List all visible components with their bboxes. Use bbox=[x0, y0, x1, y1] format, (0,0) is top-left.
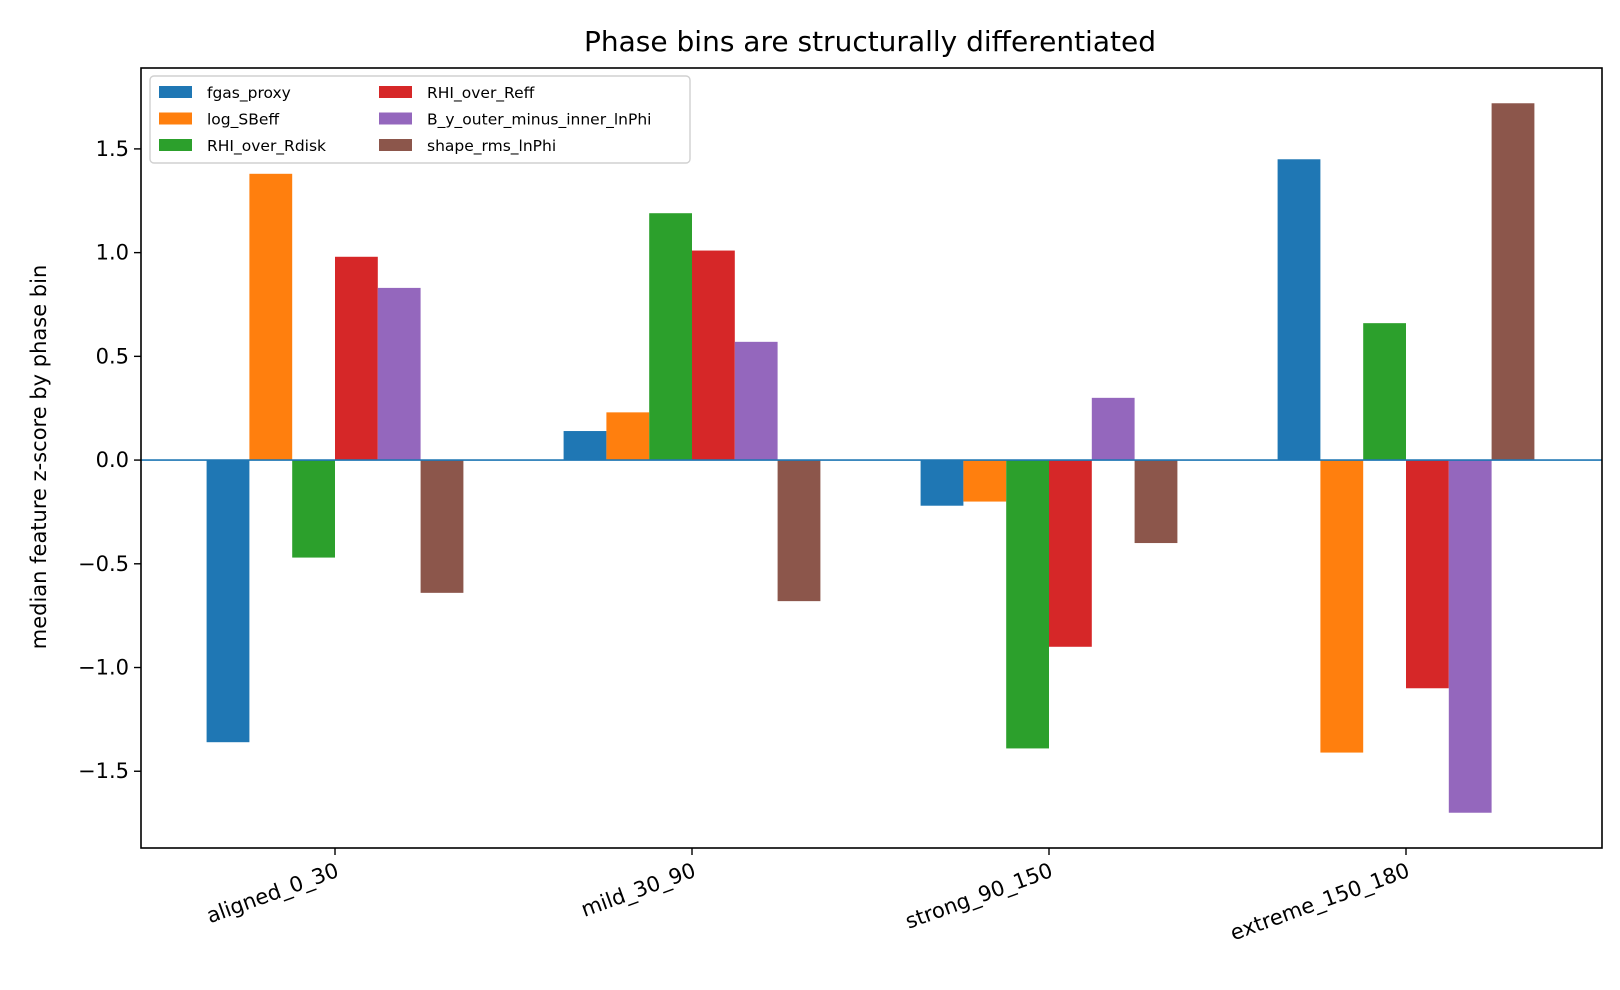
y-tick-label: −1.0 bbox=[78, 656, 129, 680]
legend-label-B_y_outer_minus_inner_lnPhi: B_y_outer_minus_inner_lnPhi bbox=[427, 111, 651, 130]
y-tick-label: −1.5 bbox=[78, 759, 129, 783]
bar-shape_rms_lnPhi-mild_30_90 bbox=[777, 460, 821, 602]
bar-shape_rms_lnPhi-extreme_150_180 bbox=[1491, 103, 1535, 461]
legend-swatch-RHI_over_Rdisk bbox=[159, 139, 192, 151]
y-tick-label: 0.5 bbox=[96, 344, 129, 368]
legend-label-RHI_over_Reff: RHI_over_Reff bbox=[427, 84, 535, 103]
y-tick-label: 0.0 bbox=[96, 448, 129, 472]
bar-B_y_outer_minus_inner_lnPhi-extreme_150_180 bbox=[1448, 460, 1492, 813]
legend-swatch-RHI_over_Reff bbox=[379, 86, 412, 98]
bar-B_y_outer_minus_inner_lnPhi-aligned_0_30 bbox=[377, 287, 421, 461]
bar-fgas_proxy-strong_90_150 bbox=[920, 460, 964, 506]
bar-shape_rms_lnPhi-aligned_0_30 bbox=[420, 460, 464, 593]
bar-RHI_over_Rdisk-strong_90_150 bbox=[1006, 460, 1049, 749]
bar-log_SBeff-mild_30_90 bbox=[606, 412, 650, 461]
bars-layer bbox=[206, 103, 1535, 813]
bar-fgas_proxy-extreme_150_180 bbox=[1277, 159, 1321, 461]
legend-label-log_SBeff: log_SBeff bbox=[207, 111, 279, 130]
legend-label-shape_rms_lnPhi: shape_rms_lnPhi bbox=[427, 137, 556, 156]
y-tick-label: −0.5 bbox=[78, 552, 129, 576]
bar-B_y_outer_minus_inner_lnPhi-mild_30_90 bbox=[734, 341, 778, 461]
x-tick-label: mild_30_90 bbox=[578, 858, 699, 923]
bar-RHI_over_Reff-aligned_0_30 bbox=[335, 256, 378, 461]
legend-label-fgas_proxy: fgas_proxy bbox=[207, 84, 291, 103]
bar-log_SBeff-extreme_150_180 bbox=[1320, 460, 1364, 753]
bar-RHI_over_Reff-mild_30_90 bbox=[692, 250, 735, 461]
bar-fgas_proxy-aligned_0_30 bbox=[206, 460, 250, 743]
bar-shape_rms_lnPhi-strong_90_150 bbox=[1134, 460, 1178, 544]
chart-title: Phase bins are structurally differentiat… bbox=[584, 25, 1156, 58]
x-tick-label: extreme_150_180 bbox=[1227, 858, 1413, 946]
bar-RHI_over_Reff-extreme_150_180 bbox=[1406, 460, 1449, 689]
bar-log_SBeff-strong_90_150 bbox=[963, 460, 1007, 502]
legend-swatch-shape_rms_lnPhi bbox=[379, 139, 412, 151]
bar-RHI_over_Reff-strong_90_150 bbox=[1049, 460, 1092, 647]
bar-B_y_outer_minus_inner_lnPhi-strong_90_150 bbox=[1091, 397, 1135, 461]
legend-swatch-log_SBeff bbox=[159, 112, 192, 125]
y-axis-label: median feature z-score by phase bin bbox=[27, 265, 51, 650]
bar-RHI_over_Rdisk-aligned_0_30 bbox=[292, 460, 335, 558]
y-tick-label: 1.0 bbox=[96, 241, 129, 265]
legend: fgas_proxy log_SBeff RHI_over_Rdisk RHI_ove… bbox=[149, 75, 691, 164]
x-tick-label: strong_90_150 bbox=[902, 858, 1056, 934]
legend-box bbox=[149, 75, 691, 164]
bar-RHI_over_Rdisk-mild_30_90 bbox=[649, 213, 692, 461]
plot-area-frame bbox=[140, 67, 1603, 849]
legend-label-RHI_over_Rdisk: RHI_over_Rdisk bbox=[207, 137, 326, 156]
bar-log_SBeff-aligned_0_30 bbox=[249, 173, 293, 461]
legend-swatch-fgas_proxy bbox=[159, 86, 192, 98]
legend-swatch-B_y_outer_minus_inner_lnPhi bbox=[379, 112, 412, 125]
x-tick-label: aligned_0_30 bbox=[203, 858, 342, 929]
y-tick-label: 1.5 bbox=[96, 137, 129, 161]
bar-RHI_over_Rdisk-extreme_150_180 bbox=[1363, 323, 1406, 461]
bar-fgas_proxy-mild_30_90 bbox=[563, 431, 607, 461]
